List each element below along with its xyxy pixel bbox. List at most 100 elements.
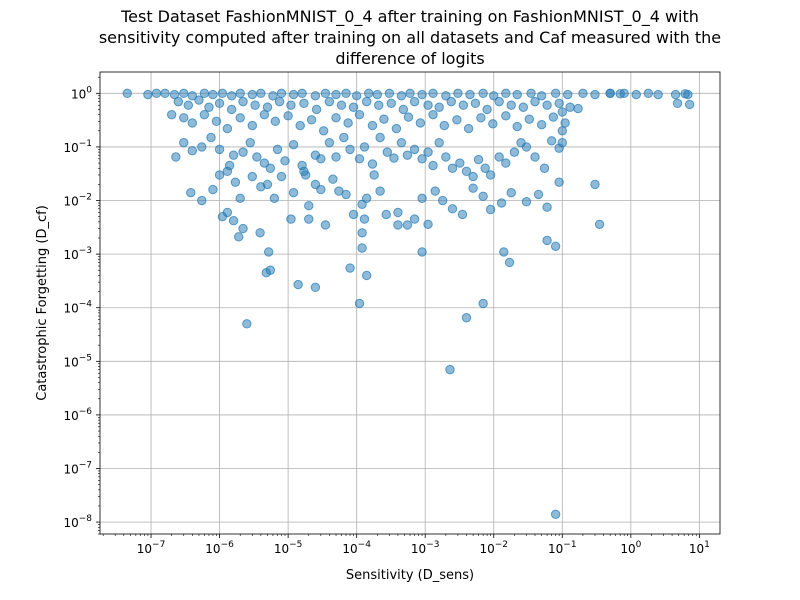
data-point: [518, 102, 529, 112]
data-point: [247, 171, 257, 182]
data-point: [473, 154, 484, 165]
data-point: [428, 160, 438, 171]
data-point: [499, 247, 509, 257]
data-point: [235, 193, 245, 204]
data-point: [160, 88, 170, 99]
data-point: [341, 189, 351, 200]
data-point: [670, 89, 681, 100]
data-point: [270, 116, 280, 127]
data-point: [563, 89, 573, 100]
data-point: [396, 91, 407, 101]
data-point: [615, 89, 625, 99]
data-point: [357, 228, 367, 238]
data-point: [199, 109, 210, 120]
data-point: [468, 171, 478, 182]
data-point: [557, 137, 567, 148]
plot-frame: [99, 71, 721, 535]
data-point: [265, 163, 276, 173]
data-point: [179, 88, 189, 99]
data-point: [512, 89, 522, 100]
y-tick-label: 10−2: [63, 193, 92, 209]
data-point: [183, 100, 194, 110]
data-point: [631, 89, 641, 100]
data-point: [489, 91, 499, 101]
data-point: [455, 158, 465, 168]
data-point: [222, 123, 233, 134]
data-points: [122, 88, 695, 519]
data-point: [208, 184, 218, 195]
data-point: [311, 104, 322, 115]
data-point: [536, 91, 547, 101]
data-point: [488, 119, 498, 129]
data-point: [423, 219, 433, 230]
data-point: [533, 189, 544, 200]
y-tick-label: 10−7: [63, 461, 92, 477]
data-point: [461, 166, 472, 177]
data-point: [211, 116, 222, 127]
data-point: [336, 100, 347, 110]
data-point: [197, 142, 207, 152]
data-point: [297, 88, 307, 99]
data-point: [465, 89, 475, 100]
data-point: [521, 197, 532, 207]
data-point: [214, 98, 225, 109]
data-point: [343, 118, 353, 128]
data-point: [415, 118, 426, 128]
data-point: [295, 120, 305, 131]
data-point: [341, 88, 351, 99]
data-point: [438, 195, 448, 206]
x-tick-label: 10−4: [342, 540, 371, 556]
x-tick-label: 10−5: [274, 540, 303, 556]
data-point: [478, 191, 488, 201]
x-tick-label: 10−1: [548, 540, 577, 556]
data-point: [434, 137, 444, 148]
data-point: [405, 88, 415, 99]
data-point: [524, 114, 534, 124]
data-point: [364, 88, 374, 99]
data-point: [423, 100, 433, 110]
data-point: [361, 270, 372, 281]
data-point: [214, 144, 225, 155]
axis-ticks: 10−7 10−6 10−5 10−4 10−3 10−2 10−1 100 101 10−8 10…: [63, 76, 710, 556]
chart-title-line-1: Test Dataset FashionMNIST_0_4 after trai…: [120, 7, 699, 27]
y-tick-label: 10−6: [63, 407, 92, 423]
data-point: [288, 187, 299, 198]
data-point: [441, 91, 451, 101]
data-point: [351, 91, 362, 101]
data-point: [214, 170, 225, 180]
data-point: [468, 183, 478, 193]
data-point: [230, 177, 241, 187]
data-point: [247, 120, 257, 131]
data-point: [542, 202, 552, 212]
data-point: [310, 91, 321, 101]
data-point: [345, 263, 355, 273]
data-point: [179, 137, 189, 148]
y-tick-label: 10−4: [63, 300, 92, 316]
data-point: [430, 186, 440, 196]
data-point: [331, 113, 341, 123]
data-point: [238, 96, 248, 107]
data-point: [417, 193, 427, 204]
data-point: [550, 88, 561, 99]
data-point: [348, 209, 359, 220]
data-point: [389, 153, 399, 163]
data-point: [530, 152, 540, 162]
data-point: [318, 126, 329, 136]
data-point: [361, 96, 372, 107]
data-point: [478, 88, 488, 99]
data-point: [496, 198, 507, 208]
data-point: [359, 142, 370, 152]
data-point: [208, 89, 218, 100]
data-point: [293, 279, 303, 290]
data-point: [470, 98, 481, 109]
data-point: [485, 204, 496, 215]
data-point: [228, 216, 239, 226]
data-point: [590, 89, 600, 100]
data-point: [316, 184, 326, 195]
data-point: [402, 150, 413, 160]
data-point: [501, 111, 511, 121]
data-point: [684, 99, 695, 110]
data-point: [526, 88, 536, 99]
x-tick-label: 10−2: [479, 540, 508, 556]
data-point: [482, 104, 492, 115]
